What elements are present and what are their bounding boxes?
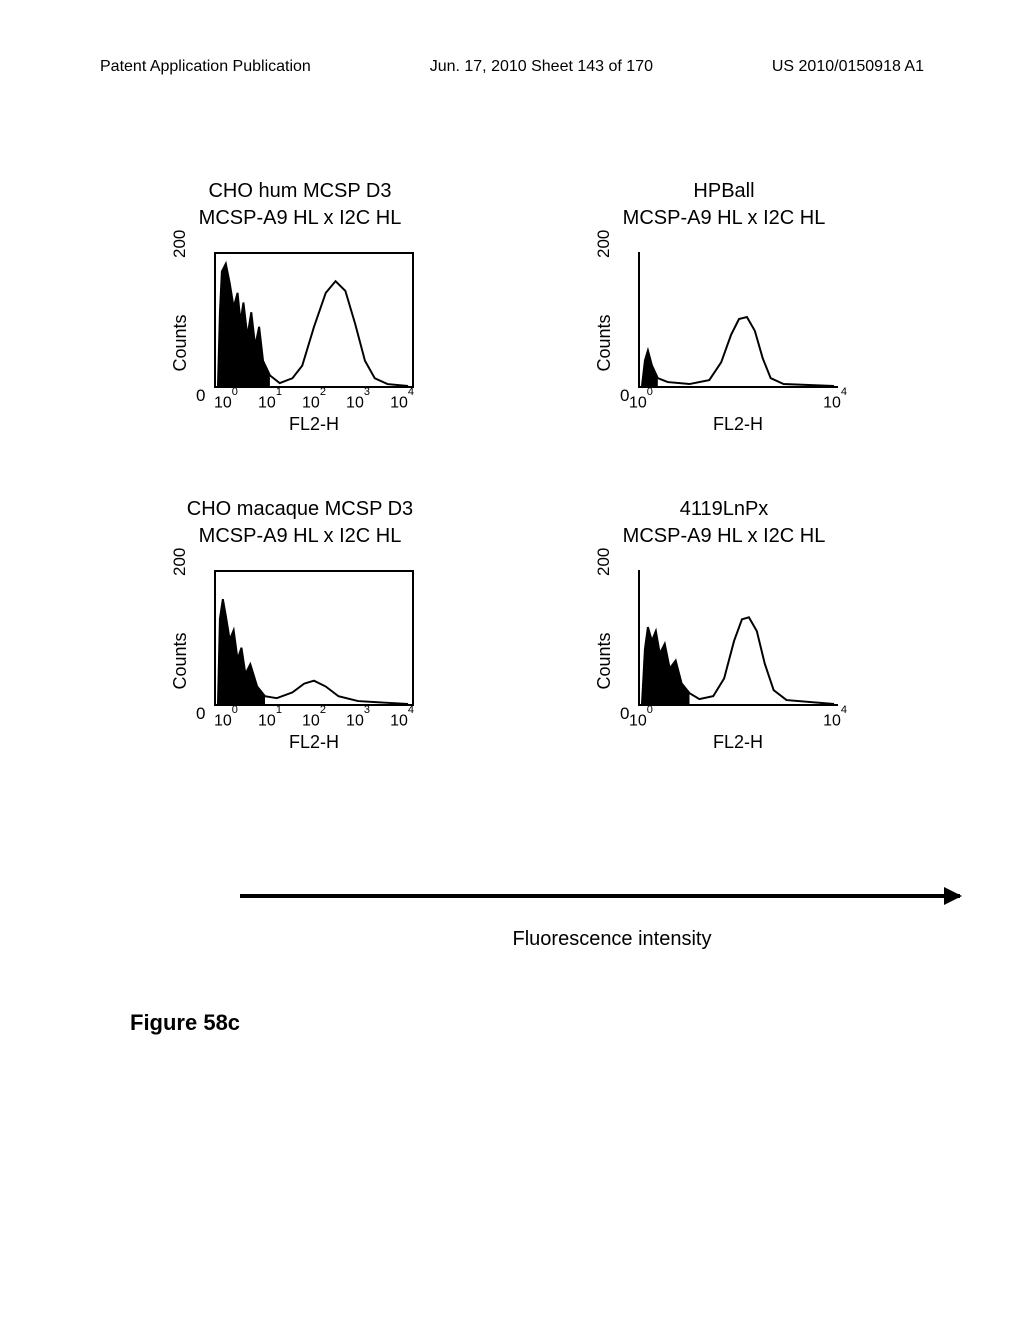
histogram-svg [216,572,412,704]
x-ticks: 100 101 102 103 104 [214,392,414,412]
panel-title-1: HPBall [693,180,754,203]
x-ticks: 100 101 102 103 104 [214,710,414,730]
plot-box [638,252,838,388]
y-tick-max: 200 [170,548,190,576]
x-tick: 104 [823,392,847,412]
histogram-chart: Counts2000100101102103104FL2-H [160,566,440,756]
histogram-svg [640,570,838,704]
panel-title-2: MCSP-A9 HL x I2C HL [199,525,402,548]
y-axis-label: Counts [594,314,615,371]
histogram-fill [642,627,690,704]
page-header: Patent Application Publication Jun. 17, … [0,58,1024,76]
x-ticks: 100 104 [629,392,847,412]
x-tick: 101 [258,710,282,730]
header-right: US 2010/0150918 A1 [772,58,924,76]
y-axis-label: Counts [170,632,191,689]
histogram-chart: Counts2000100104FL2-H [584,248,864,438]
panel-tl: CHO hum MCSP D3 MCSP-A9 HL x I2C HL Counts… [130,180,470,438]
x-tick: 102 [302,710,326,730]
x-tick: 101 [258,392,282,412]
x-tick: 102 [302,392,326,412]
panel-title-2: MCSP-A9 HL x I2C HL [199,207,402,230]
x-tick: 104 [823,710,847,730]
panel-title-1: CHO hum MCSP D3 [208,180,391,203]
x-tick: 103 [346,710,370,730]
histogram-chart: Counts2000100104FL2-H [584,566,864,756]
arrow-line [240,894,960,898]
y-axis-label: Counts [594,632,615,689]
panel-row-bottom: CHO macaque MCSP D3 MCSP-A9 HL x I2C HL Co… [100,498,924,756]
panel-bl: CHO macaque MCSP D3 MCSP-A9 HL x I2C HL Co… [130,498,470,756]
histogram-chart: Counts2000100101102103104FL2-H [160,248,440,438]
y-tick-max: 200 [594,230,614,258]
x-tick: 104 [390,392,414,412]
histogram-fill [218,264,270,386]
histogram-svg [216,254,412,386]
arrow-head-icon [944,887,962,905]
y-tick-max: 200 [594,548,614,576]
x-axis-label: FL2-H [214,414,414,435]
header-center: Jun. 17, 2010 Sheet 143 of 170 [430,58,653,76]
panel-title-1: 4119LnPx [680,498,769,521]
x-tick: 100 [214,710,238,730]
panel-title-2: MCSP-A9 HL x I2C HL [623,207,826,230]
arrow-label: Fluorescence intensity [200,928,1024,951]
x-ticks: 100 104 [629,710,847,730]
x-tick: 100 [629,710,653,730]
panel-row-top: CHO hum MCSP D3 MCSP-A9 HL x I2C HL Counts… [100,180,924,438]
header-left: Patent Application Publication [100,58,311,76]
figure-caption: Figure 58c [130,1010,240,1036]
histogram-trace [642,317,834,386]
panel-title-1: CHO macaque MCSP D3 [187,498,413,521]
plot-box [638,570,838,706]
panel-tr: HPBallMCSP-A9 HL x I2C HLCounts200010010… [554,180,894,438]
x-axis-label: FL2-H [214,732,414,753]
y-axis-label: Counts [170,314,191,371]
figure-area: CHO hum MCSP D3 MCSP-A9 HL x I2C HL Counts… [100,180,924,816]
x-tick: 103 [346,392,370,412]
plot-box [214,252,414,388]
plot-box [214,570,414,706]
x-tick: 100 [629,392,653,412]
y-tick-min: 0 [196,704,205,724]
x-tick: 104 [390,710,414,730]
panel-title-2: MCSP-A9 HL x I2C HL [623,525,826,548]
x-axis-label: FL2-H [638,414,838,435]
panel-br: 4119LnPxMCSP-A9 HL x I2C HLCounts2000100… [554,498,894,756]
y-tick-max: 200 [170,230,190,258]
histogram-svg [640,252,838,386]
y-tick-min: 0 [196,386,205,406]
fluorescence-arrow [240,894,960,924]
x-tick: 100 [214,392,238,412]
x-axis-label: FL2-H [638,732,838,753]
